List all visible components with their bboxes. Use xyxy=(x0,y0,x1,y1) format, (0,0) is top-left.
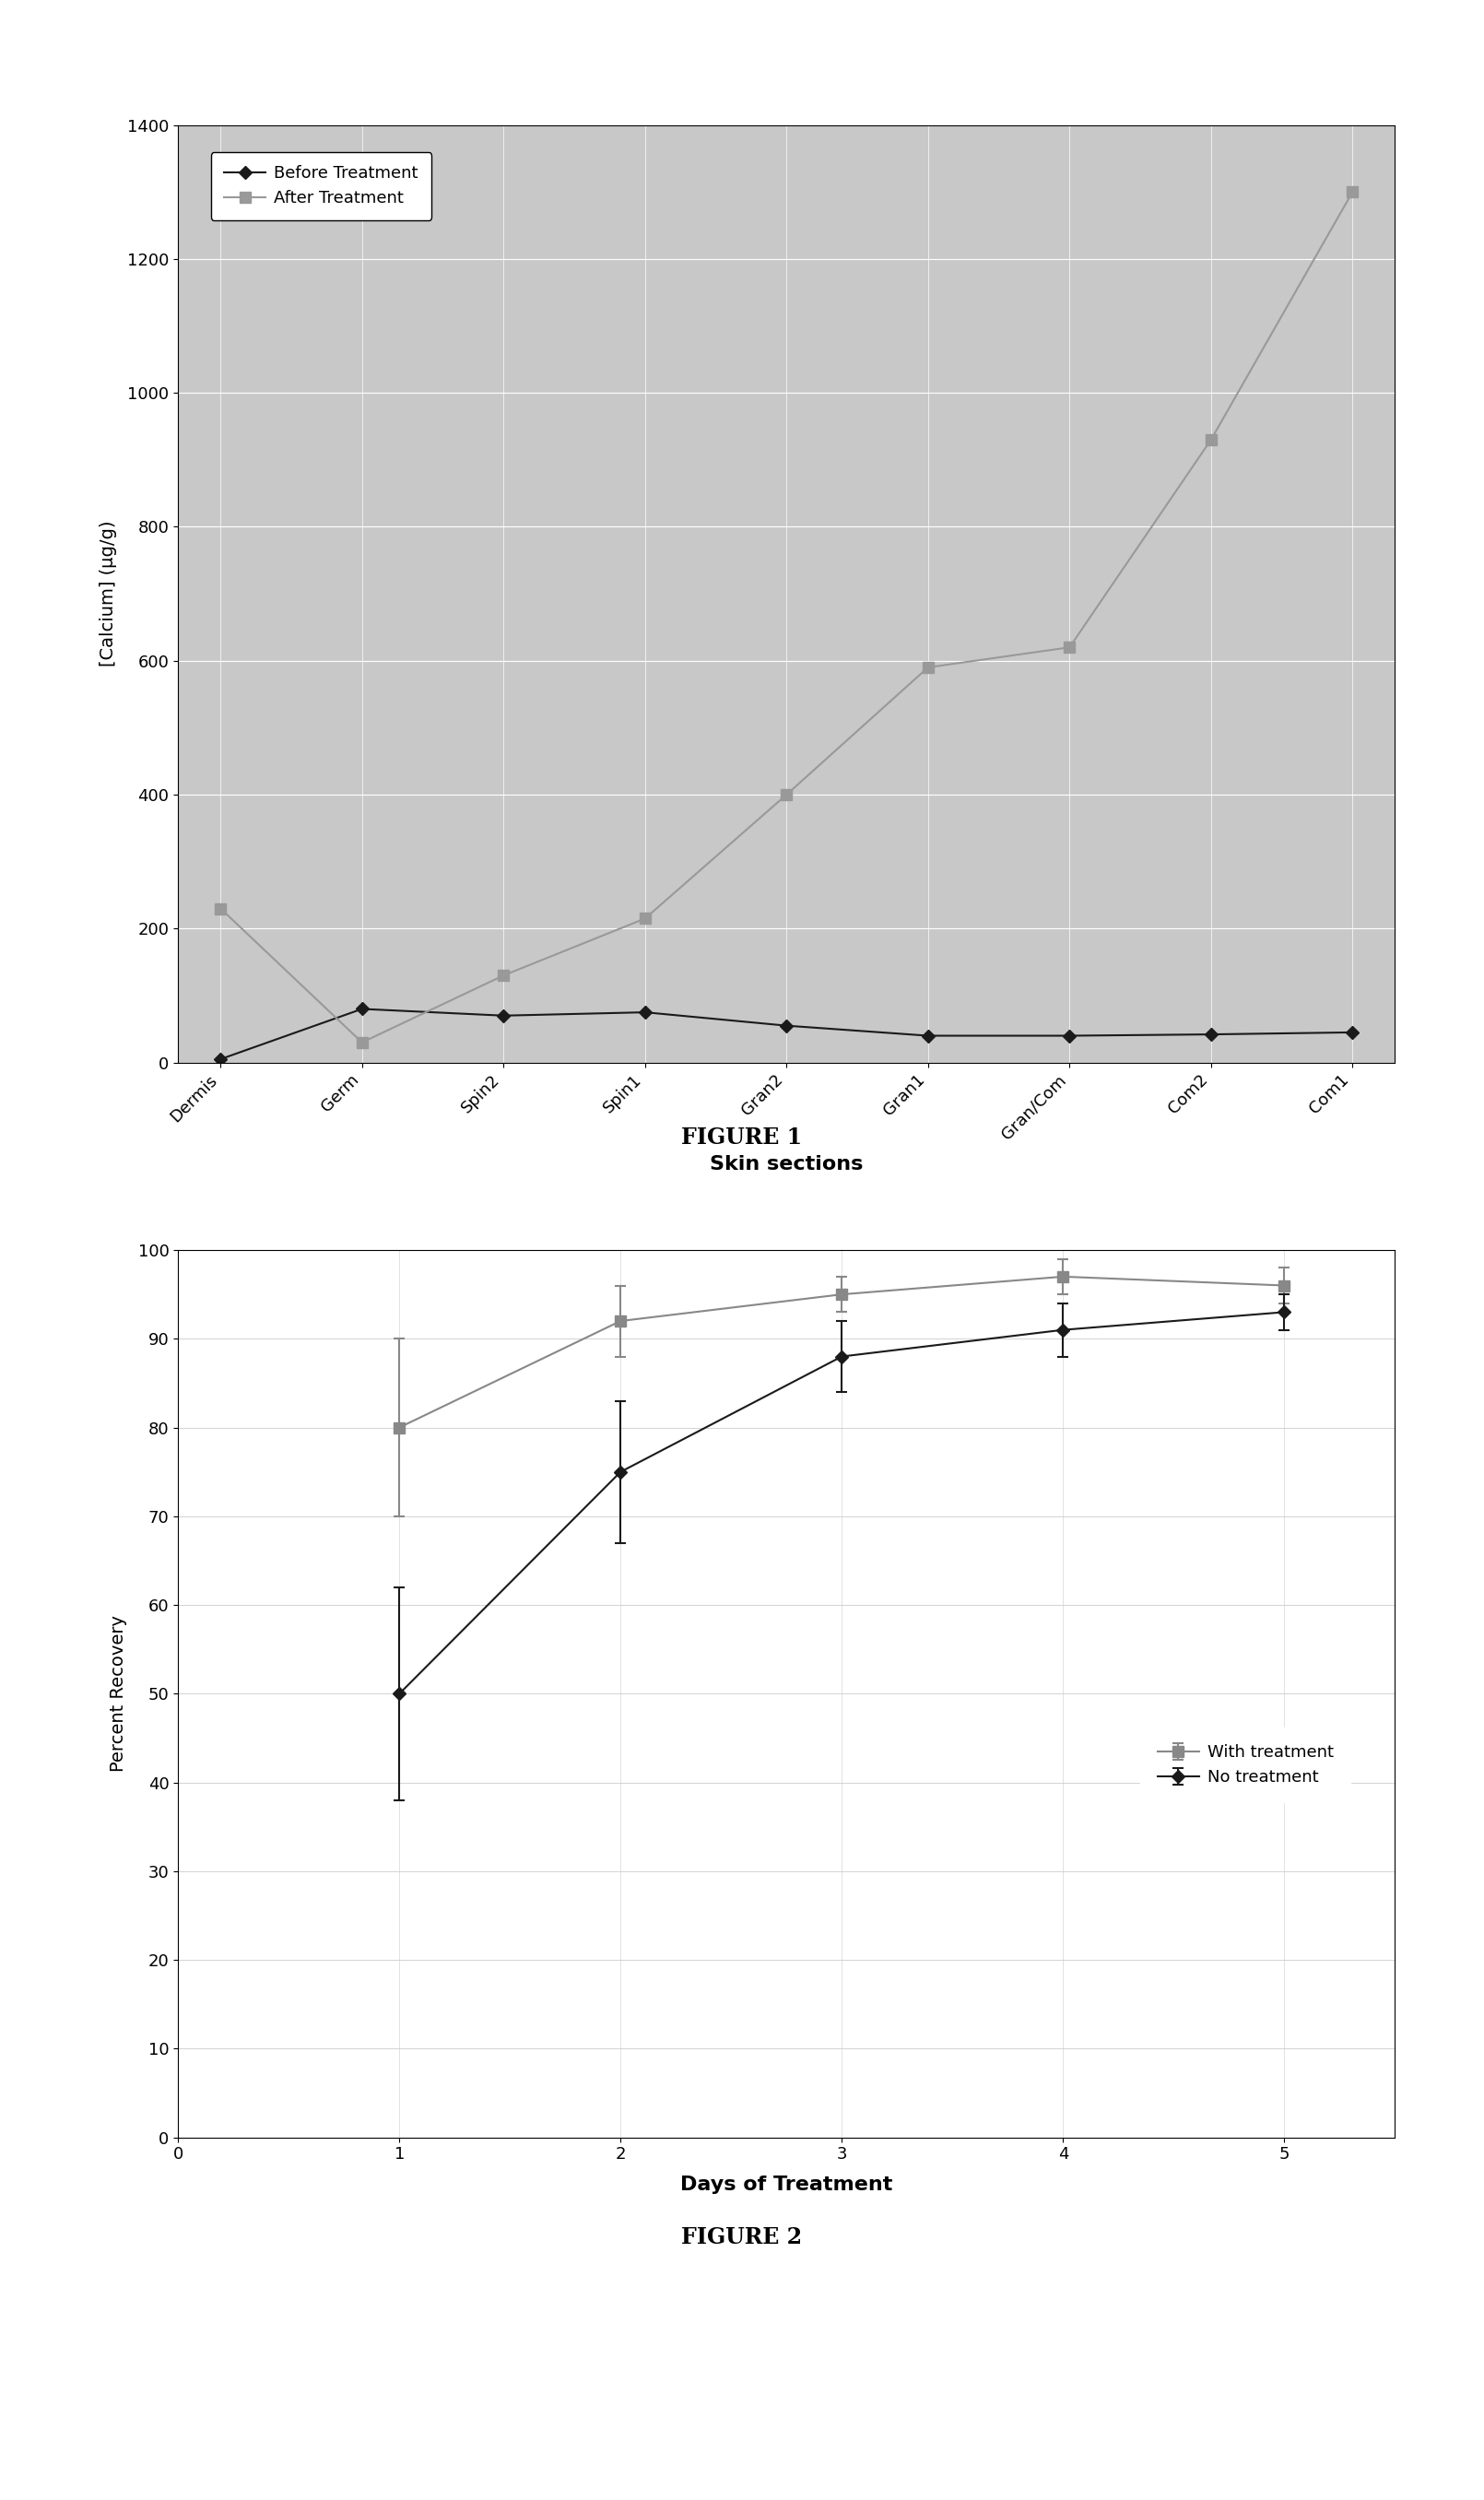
Line: After Treatment: After Treatment xyxy=(215,188,1358,1048)
Before Treatment xyxy=(1343,1017,1361,1048)
Before Treatment xyxy=(637,997,654,1027)
Y-axis label: Percent Recovery: Percent Recovery xyxy=(110,1615,128,1772)
X-axis label: Skin sections: Skin sections xyxy=(709,1155,864,1175)
After Treatment xyxy=(212,892,230,922)
After Treatment xyxy=(1061,632,1079,662)
Before Treatment xyxy=(494,1000,512,1030)
Line: Before Treatment: Before Treatment xyxy=(217,1005,1356,1062)
Legend: Before Treatment, After Treatment: Before Treatment, After Treatment xyxy=(211,152,432,220)
After Treatment xyxy=(1202,425,1220,455)
After Treatment xyxy=(353,1027,371,1057)
Before Treatment xyxy=(778,1010,795,1040)
After Treatment xyxy=(1343,177,1361,208)
Before Treatment xyxy=(1061,1020,1079,1050)
Text: FIGURE 2: FIGURE 2 xyxy=(681,2227,803,2247)
Before Treatment xyxy=(919,1020,936,1050)
Before Treatment xyxy=(353,995,371,1025)
After Treatment xyxy=(778,780,795,810)
After Treatment xyxy=(637,902,654,932)
X-axis label: Days of Treatment: Days of Treatment xyxy=(680,2175,893,2195)
After Treatment xyxy=(919,652,936,682)
After Treatment xyxy=(494,960,512,990)
Legend: With treatment, No treatment: With treatment, No treatment xyxy=(1141,1727,1350,1802)
Text: FIGURE 1: FIGURE 1 xyxy=(681,1128,803,1148)
Before Treatment xyxy=(212,1045,230,1075)
Before Treatment xyxy=(1202,1020,1220,1050)
Y-axis label: [Calcium] (μg/g): [Calcium] (μg/g) xyxy=(99,520,117,668)
